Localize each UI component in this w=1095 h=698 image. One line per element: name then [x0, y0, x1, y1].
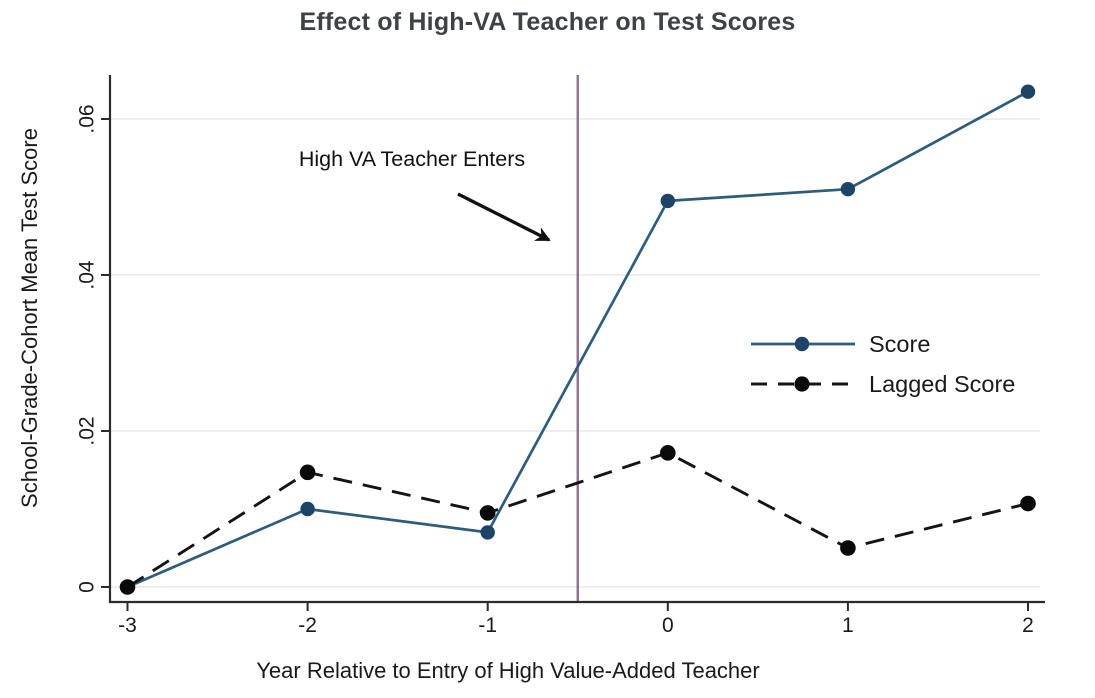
marker-lagged-score — [840, 540, 856, 556]
marker-score — [1020, 84, 1036, 99]
legend-label-score: Score — [869, 331, 930, 357]
marker-score — [840, 182, 856, 197]
x-axis-label: Year Relative to Entry of High Value-Add… — [256, 658, 760, 683]
marker-lagged-score — [119, 579, 136, 595]
marker-lagged-score — [299, 464, 316, 481]
marker-score — [660, 193, 675, 209]
y-tick-label: .04 — [76, 260, 99, 290]
annotation-text: High VA Teacher Enters — [299, 147, 525, 171]
y-tick-label: .02 — [76, 416, 99, 445]
x-tick-label: 0 — [662, 614, 674, 637]
series-line-lagged-score — [126, 451, 1029, 589]
annotation-arrow — [457, 192, 551, 242]
marker-lagged-score — [660, 445, 676, 461]
series-line-score — [126, 90, 1029, 589]
x-tick-label: -3 — [118, 614, 137, 637]
x-tick-label: 1 — [842, 614, 854, 637]
marker-lagged-score — [1020, 495, 1036, 512]
legend-label-lagged-score: Lagged Score — [869, 371, 1015, 397]
y-tick-label: 0 — [76, 581, 99, 593]
x-tick-label: 2 — [1022, 614, 1034, 637]
marker-score — [300, 501, 315, 517]
legend: Score Lagged Score — [751, 331, 1015, 397]
y-tick-label: .06 — [76, 104, 99, 133]
marker-score — [480, 525, 495, 540]
legend-marker-score — [794, 336, 810, 352]
x-tick-label: -1 — [478, 614, 497, 637]
marker-lagged-score — [479, 505, 496, 521]
legend-marker-lagged-score — [794, 376, 810, 392]
x-tick-label: -2 — [298, 614, 317, 637]
chart-title: Effect of High-VA Teacher on Test Scores — [299, 8, 796, 36]
